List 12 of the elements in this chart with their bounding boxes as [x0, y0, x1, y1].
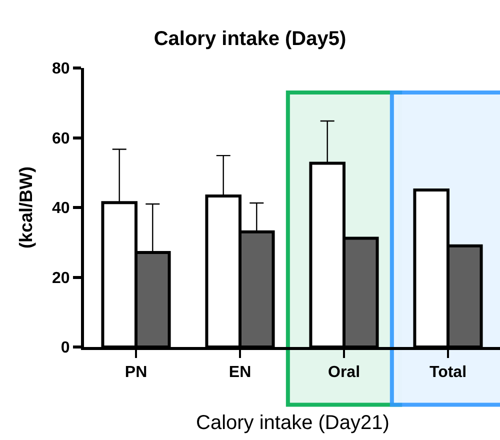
x-tick-label: Total	[429, 364, 467, 382]
y-tick-label: 20	[52, 270, 70, 287]
x-tick-label: Oral	[328, 364, 360, 382]
y-tick-label: 80	[52, 60, 70, 78]
y-tick-label: 60	[52, 130, 70, 148]
y-axis-title: (kcal/BW)	[16, 166, 36, 249]
y-tick-label: 0	[60, 340, 70, 357]
x-tick-label: PN	[124, 364, 148, 382]
y-tick-label: 40	[52, 200, 70, 218]
text: Calory intake (Day21)	[196, 412, 390, 434]
x-tick-label: EN	[228, 364, 252, 382]
chart-title: Calory intake (Day5)	[154, 28, 346, 50]
